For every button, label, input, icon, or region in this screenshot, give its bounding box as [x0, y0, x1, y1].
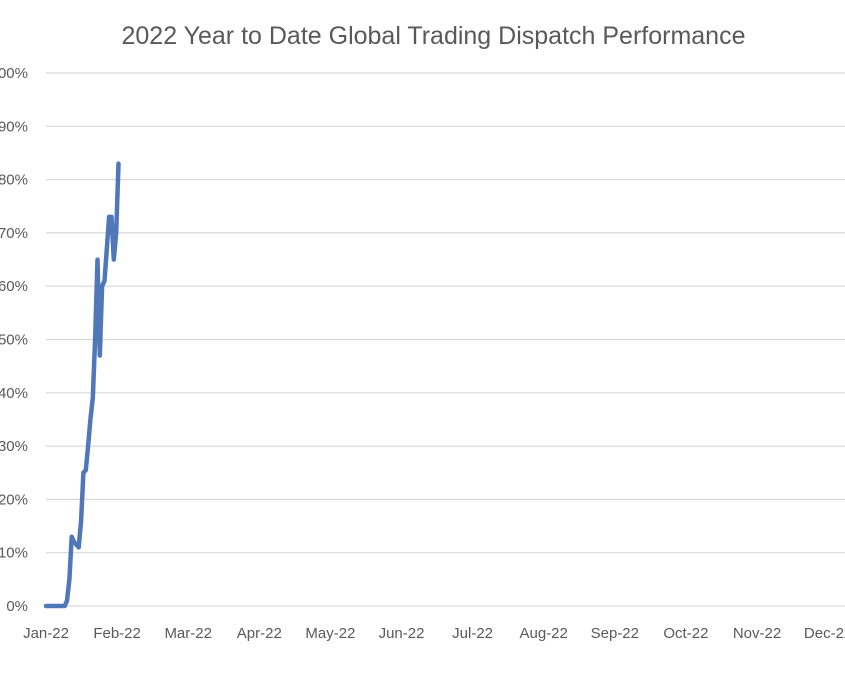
y-tick-label: 90% [0, 118, 28, 135]
x-tick-label: Jul-22 [452, 625, 493, 642]
x-tick-label: Apr-22 [237, 625, 282, 642]
x-tick-label: Jun-22 [379, 625, 425, 642]
y-tick-label: 70% [0, 225, 28, 242]
x-tick-label: May-22 [305, 625, 355, 642]
x-tick-label: Dec-22 [804, 625, 845, 642]
x-tick-label: Feb-22 [93, 625, 141, 642]
x-tick-label: Sep-22 [591, 625, 639, 642]
x-tick-label: Mar-22 [164, 625, 212, 642]
y-tick-label: 60% [0, 278, 28, 295]
y-tick-label: 30% [0, 438, 28, 455]
y-tick-label: 20% [0, 491, 28, 508]
x-tick-label: Oct-22 [663, 625, 708, 642]
x-tick-label: Aug-22 [520, 625, 568, 642]
x-tick-label: Nov-22 [733, 625, 781, 642]
y-tick-label: 50% [0, 332, 28, 349]
y-tick-label: 80% [0, 172, 28, 189]
y-tick-label: 10% [0, 545, 28, 562]
series-line [43, 161, 121, 609]
chart-title: 2022 Year to Date Global Trading Dispatc… [121, 22, 746, 50]
y-tick-label: 100% [0, 65, 28, 82]
y-tick-label: 40% [0, 385, 28, 402]
y-tick-label: 0% [6, 598, 28, 615]
x-tick-label: Jan-22 [23, 625, 69, 642]
